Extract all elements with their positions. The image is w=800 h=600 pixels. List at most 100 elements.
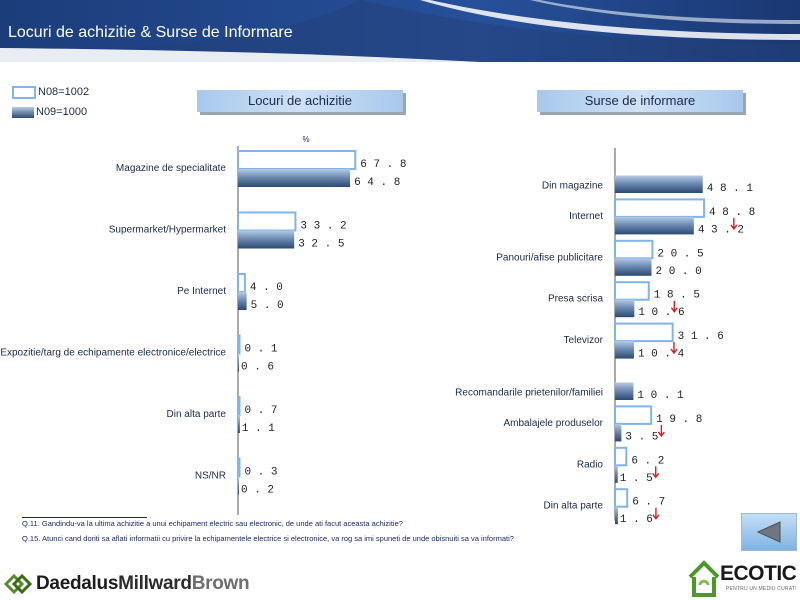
header-wave-graphic <box>0 0 800 62</box>
footnote-q11: Q.11. Gandindu-va la ultima achizitie a … <box>22 519 403 528</box>
right-chart-category-label: Ambalajele produselor <box>503 418 603 429</box>
ecotic-logo: ECOTIC PENTRU UN MEDIU CURAT! <box>686 553 800 600</box>
legend-swatch-2009 <box>12 106 34 118</box>
chart-legend: N08=1002 N09=1000 <box>12 82 89 122</box>
right-chart-bar-2009 <box>615 341 634 359</box>
right-chart-value-label-2009: 1 0 . 4 <box>638 349 685 361</box>
left-chart-bar-2008 <box>237 150 357 170</box>
right-chart-value-label-2008: 1 8 . 5 <box>654 290 700 302</box>
right-chart-decrease-arrow-icon <box>670 342 678 355</box>
right-chart-value-label-2009: 1 . 6 <box>620 514 653 526</box>
right-chart-bar-2009 <box>615 216 694 235</box>
right-chart-category-label: Din alta parte <box>544 501 604 512</box>
right-chart-value-label-2008: 1 9 . 8 <box>656 414 702 426</box>
left-chart-value-label-2009: 0 . 6 <box>241 362 274 374</box>
left-chart-category-label: Expozitie/targ de echipamente electronic… <box>0 348 226 359</box>
left-chart-bar-2009 <box>238 353 240 372</box>
right-chart-value-label-2008: 6 . 2 <box>631 455 664 467</box>
right-chart-decrease-arrow-icon <box>657 424 665 438</box>
ecotic-name: ECOTIC <box>720 562 797 585</box>
right-chart-bar-2008 <box>614 322 674 343</box>
legend-label-2009: N09=1000 <box>36 106 88 118</box>
left-chart-value-label-2008: 4 . 0 <box>250 282 283 294</box>
legend-swatch-2008 <box>12 85 36 99</box>
right-chart-decrease-arrow-icon <box>652 507 660 520</box>
left-chart-bar-2009 <box>238 415 240 433</box>
left-chart-value-label-2009: 0 . 2 <box>241 485 274 497</box>
left-chart-bar-2008 <box>237 334 241 355</box>
right-chart-decrease-arrow-icon <box>652 466 660 479</box>
right-chart-category-label: Radio <box>577 459 604 470</box>
left-chart-category-label: Din alta parte <box>167 409 227 420</box>
right-chart-bar-2009 <box>615 299 635 318</box>
recycle-house-icon <box>688 560 720 597</box>
left-chart-bar-2008 <box>237 211 297 232</box>
left-chart-value-label-2008: 0 . 7 <box>245 405 278 417</box>
left-chart-title: Locuri de achizitie <box>197 90 403 112</box>
left-triangle-icon <box>756 521 781 543</box>
right-chart-value-label-2008: 4 8 . 8 <box>709 207 755 219</box>
right-chart-bar-2008 <box>614 198 706 218</box>
legend-item-2009: N09=1000 <box>12 102 89 122</box>
left-chart-value-label-2009: 6 4 . 8 <box>354 177 400 189</box>
right-chart-value-label-2009: 4 8 . 1 <box>707 183 754 195</box>
legend-label-2008: N08=1002 <box>38 86 90 98</box>
left-chart-bar-2008 <box>237 457 241 478</box>
left-chart-bar-2008 <box>237 273 246 293</box>
left-chart-bar-2008 <box>237 396 241 416</box>
right-chart-value-label-2009: 3 . 5 <box>625 431 658 443</box>
right-chart-category-label: Din magazine <box>542 180 604 191</box>
left-chart-bar-2009 <box>238 292 247 310</box>
right-chart-value-label-2008: 2 0 . 5 <box>657 248 703 260</box>
right-chart-bar-2008 <box>614 405 653 425</box>
right-chart-value-label-2009: 4 3 . 2 <box>698 224 744 236</box>
left-chart-value-label-2008: 0 . 3 <box>245 467 278 479</box>
right-chart-bar-2008 <box>614 281 650 301</box>
right-chart-value-label-2008: 3 1 . 6 <box>678 331 724 343</box>
right-chart-bar-2008 <box>614 488 629 508</box>
right-chart-category-label: Recomandarile prietenilor/familiei <box>455 387 603 398</box>
left-chart-category-label: Pe Internet <box>177 286 226 297</box>
dmb-logo-icon <box>4 573 32 595</box>
right-chart-category-label: Televizor <box>564 335 604 346</box>
left-chart-category-label: Supermarket/Hypermarket <box>109 225 226 236</box>
right-chart-bar-2008 <box>614 239 654 260</box>
footnote-q15: Q.15. Atunci cand doriti sa aflati infor… <box>22 534 514 543</box>
left-chart-bar-2009 <box>238 169 351 187</box>
right-chart-category-label: Presa scrisa <box>548 294 603 305</box>
right-chart-bar-2009 <box>615 382 634 400</box>
left-chart-value-label-2008: 3 3 . 2 <box>300 221 346 233</box>
right-chart-bar-2008 <box>614 446 628 467</box>
right-chart-decrease-arrow-icon <box>670 300 678 313</box>
right-chart-value-label-2009: 1 . 5 <box>620 473 653 485</box>
left-chart-value-label-2009: 1 . 1 <box>242 423 275 435</box>
left-chart-category-label: Magazine de specialitate <box>116 163 227 174</box>
footnotes: Q.11. Gandindu-va la ultima achizitie a … <box>22 515 514 545</box>
left-chart-value-label-2009: 3 2 . 5 <box>298 239 344 251</box>
right-chart-bar-2009 <box>615 258 652 276</box>
daedalus-millward-brown-logo: DaedalusMillwardBrown <box>4 572 250 596</box>
ecotic-tagline: PENTRU UN MEDIU CURAT! <box>726 586 797 592</box>
right-chart-decrease-arrow-icon <box>730 217 738 231</box>
dmb-logo-text: DaedalusMillwardBrown <box>36 573 250 594</box>
right-chart-bar-2009 <box>615 423 622 442</box>
left-chart-value-label-2008: 0 . 1 <box>245 344 278 356</box>
right-chart-value-label-2009: 1 0 . 1 <box>637 390 684 402</box>
left-chart-value-label-2009: 5 . 0 <box>251 300 284 312</box>
page-title: Locuri de achizitie & Surse de Informare <box>8 24 293 41</box>
back-button[interactable] <box>741 513 797 551</box>
header-banner: Locuri de achizitie & Surse de Informare <box>0 0 800 62</box>
footnote-divider <box>22 517 147 518</box>
right-chart-category-label: Panouri/afise publicitare <box>496 252 603 263</box>
legend-item-2008: N08=1002 <box>12 82 89 102</box>
right-chart-value-label-2009: 1 0 . 6 <box>638 307 684 319</box>
right-chart-title: Surse de informare <box>537 90 743 112</box>
right-chart-bar-2009 <box>615 506 618 525</box>
right-chart-value-label-2008: 6 . 7 <box>632 497 665 509</box>
left-chart-value-label-2008: 6 7 . 8 <box>360 159 406 171</box>
right-chart-bar-2009 <box>615 175 703 193</box>
left-chart-unit-label: % <box>302 135 309 144</box>
left-chart-bar-2009 <box>238 230 295 249</box>
left-chart-category-label: NS/NR <box>195 471 226 482</box>
